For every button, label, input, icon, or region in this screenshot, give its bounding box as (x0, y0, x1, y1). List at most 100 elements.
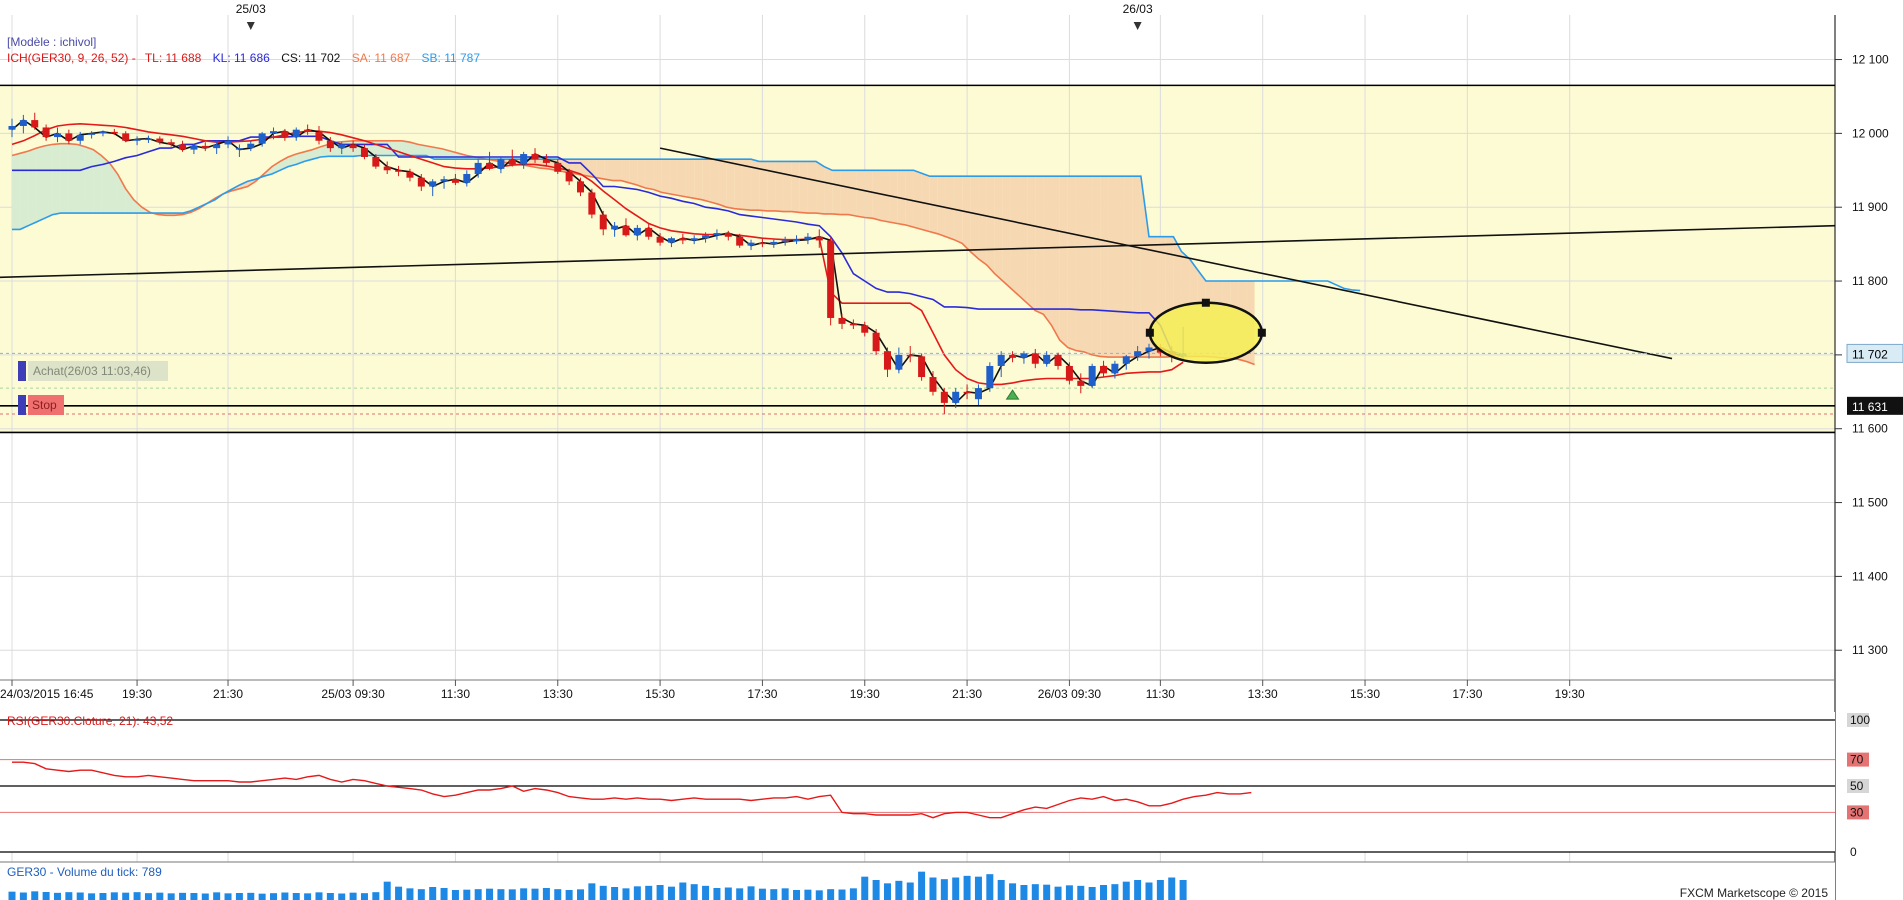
price-tick-label: 11 400 (1852, 569, 1888, 583)
volume-bar (1122, 881, 1130, 900)
volume-bars (8, 871, 1187, 900)
trendlines[interactable] (0, 147, 1835, 360)
candle-body (974, 388, 982, 400)
cloud-segment (718, 159, 727, 208)
candle-body (349, 144, 357, 149)
chikou-value: CS: 11 702 (281, 51, 340, 65)
rsi-line (12, 761, 1252, 819)
candle-body (940, 391, 948, 403)
volume-bar (554, 889, 562, 900)
volume-bar (963, 875, 971, 900)
cloud-segment (986, 176, 995, 274)
cloud-segment (353, 140, 362, 157)
candle-body (508, 159, 516, 165)
date-marker-label: 26/03 (1123, 2, 1153, 16)
volume-bar (338, 893, 346, 900)
cloud-segment (864, 170, 873, 219)
volume-bar (633, 886, 641, 900)
current-price-label: 11 702 (1852, 347, 1888, 361)
volume-title: GER30 - Volume du tick: 789 (7, 865, 162, 879)
cloud-segment (637, 159, 646, 189)
volume-bar (588, 883, 596, 900)
candle-body (667, 238, 675, 243)
volume-bar (486, 888, 494, 900)
time-label: 13:30 (1248, 687, 1278, 701)
volume-bar (349, 892, 357, 900)
highlight-ellipse[interactable] (1145, 298, 1266, 364)
candle-body (292, 129, 300, 138)
cloud-segment (978, 176, 987, 265)
candle-body (690, 238, 698, 241)
volume-bar (1168, 877, 1176, 900)
cloud-segment (872, 170, 881, 221)
session-highlight (0, 85, 1835, 433)
cloud-segment (1019, 176, 1028, 304)
volume-bar (8, 891, 16, 900)
candle-body (963, 391, 971, 394)
volume-bar (1100, 885, 1108, 900)
volume-bar (542, 888, 550, 900)
volume-bar (656, 885, 664, 900)
rsi-tick-bg (1847, 713, 1869, 727)
cloud-segment (710, 159, 719, 205)
volume-bar (315, 892, 323, 900)
cloud-segment (1051, 176, 1060, 341)
candle-body (338, 144, 346, 149)
candle-body (724, 233, 732, 237)
volume-bar (235, 893, 243, 900)
stop-order[interactable]: Stop (18, 395, 64, 415)
candle-body (520, 154, 528, 165)
candle-body (747, 242, 755, 246)
volume-panel[interactable]: GER30 - Volume du tick: 789 FXCM Markets… (0, 861, 1835, 900)
candle-body (76, 134, 84, 141)
ellipse-handle (1201, 298, 1210, 307)
cloud-segment (418, 144, 427, 156)
candle-body (554, 162, 562, 172)
rsi-panel[interactable]: RSI(GER30.Cloture, 21): 43,52 100 70 50 30 0 (0, 712, 1870, 859)
candle-body (235, 148, 243, 150)
candle-body (542, 159, 550, 163)
rsi-tick-label: 70 (1850, 753, 1864, 767)
volume-bar (611, 887, 619, 900)
volume-bar (53, 892, 61, 900)
price-panel[interactable]: [Modèle : ichivol] ICH(GER30, 9, 26, 52)… (0, 2, 1835, 900)
candle-body (611, 225, 619, 230)
cloud-segment (799, 161, 808, 214)
time-label: 13:30 (543, 687, 573, 701)
candle-body (1009, 354, 1017, 358)
candle-body (451, 179, 459, 183)
trendline-resistance (659, 147, 1673, 360)
time-axis[interactable]: 24/03/2015 16:45 19:30 21:30 25/03 09:30 11:… (0, 679, 1835, 701)
cloud-segment (12, 153, 21, 230)
cloud-segment (905, 170, 914, 228)
volume-bar (133, 892, 141, 900)
cloud-segment (913, 170, 922, 230)
candle-body (65, 133, 73, 141)
volume-bar (247, 892, 255, 900)
volume-bar (861, 876, 869, 900)
volume-bar (940, 879, 948, 900)
buy-order[interactable]: Achat(26/03 11:03,46) (18, 361, 168, 381)
volume-bar (577, 889, 584, 900)
cloud-segment (1075, 176, 1085, 352)
candle-body (31, 120, 39, 128)
volume-bar (1020, 885, 1028, 900)
volume-bar (906, 882, 914, 900)
volume-bar (99, 893, 107, 900)
volume-bar (326, 893, 334, 900)
buy-arrow-icon (1005, 389, 1020, 400)
candle-body (213, 144, 221, 149)
model-label: [Modèle : ichivol] (7, 35, 96, 49)
volume-bar (747, 886, 755, 900)
cloud-segment (880, 170, 890, 222)
volume-bar (793, 890, 801, 900)
cloud-segment (1010, 176, 1020, 296)
time-label: 17:30 (1452, 687, 1482, 701)
date-marker-arrow (1133, 22, 1142, 30)
volume-bar (292, 893, 300, 900)
cloud-segment (824, 166, 833, 214)
cloud-segment (109, 162, 118, 214)
candle-body (372, 157, 380, 167)
